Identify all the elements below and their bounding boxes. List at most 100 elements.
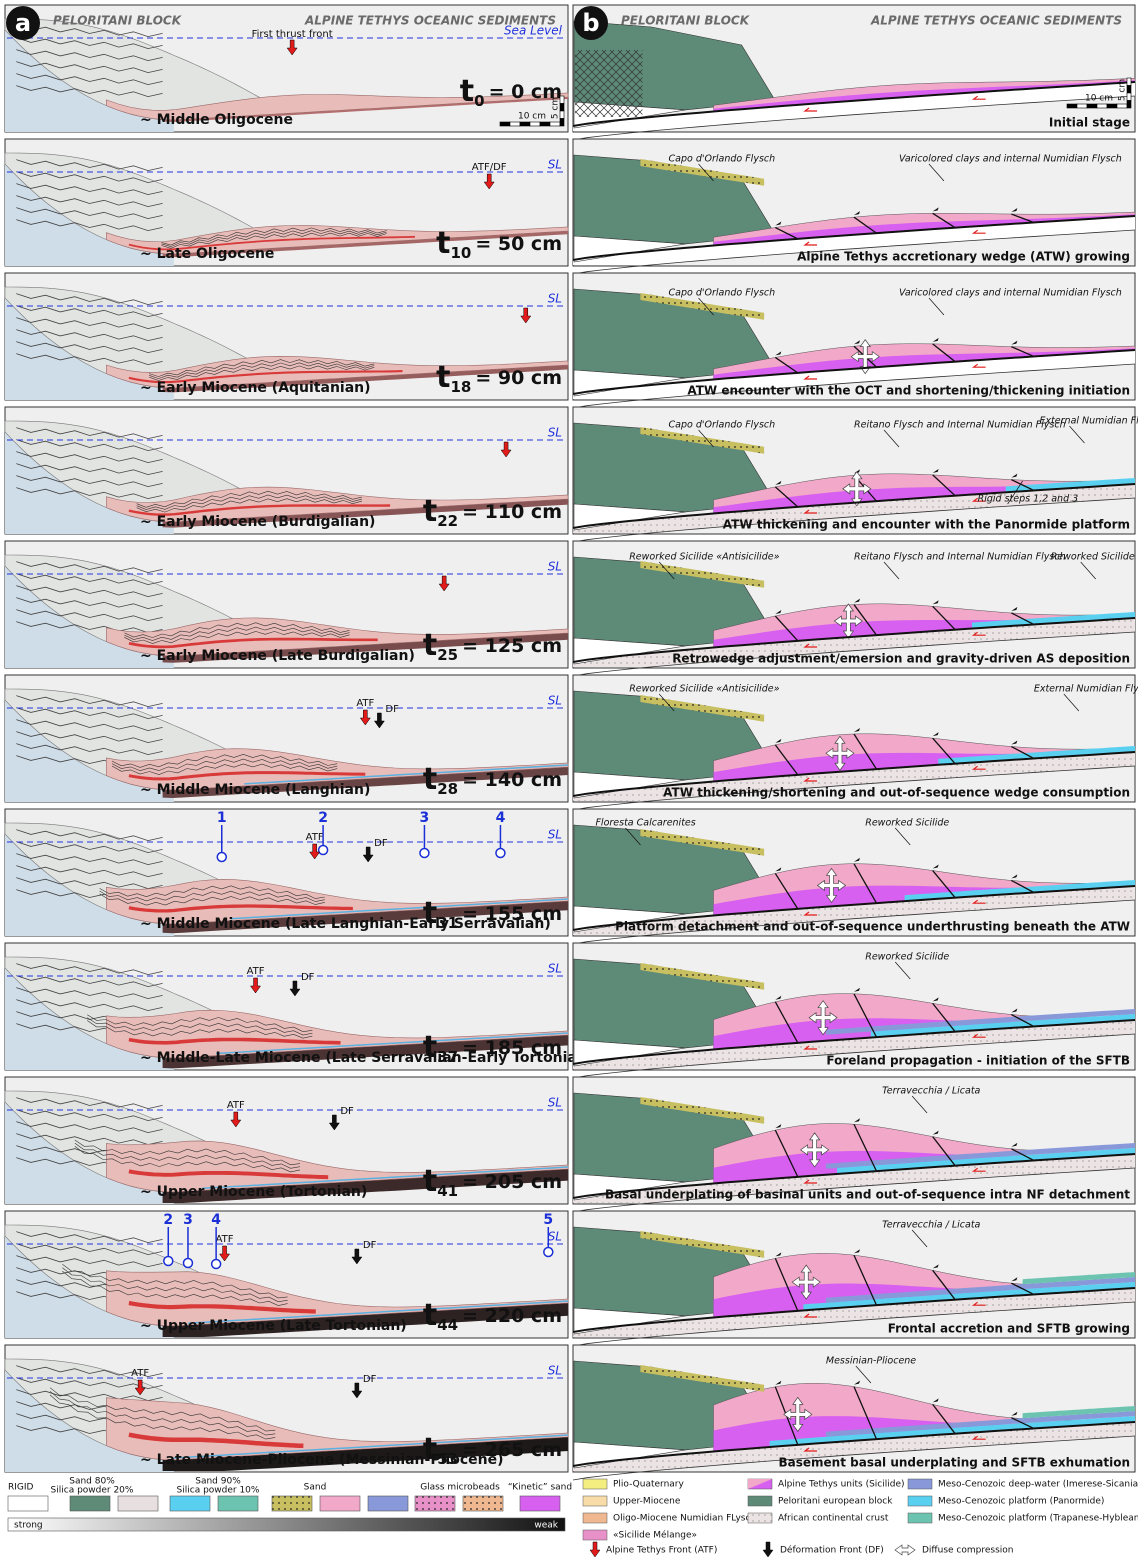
unit-label: Reworked Sicilide «Antisicilide» xyxy=(629,552,779,563)
thrust-arrow xyxy=(775,610,782,615)
unit-label: Reitano Flysch and Internal Numidian Fly… xyxy=(854,420,1066,431)
fabric xyxy=(16,171,163,184)
thrust-arrow xyxy=(775,1380,782,1385)
interpretation-row: Alpine Tethys accretionary wedge (ATW) g… xyxy=(572,138,1136,275)
thrust-arrow xyxy=(1011,874,1018,879)
time-symbol: t xyxy=(436,226,450,261)
slip-arrow xyxy=(803,241,818,246)
thrust-arrow xyxy=(854,1118,860,1123)
atf-arrow xyxy=(134,1379,146,1396)
slip-arrow xyxy=(803,643,818,648)
panel-label: a xyxy=(15,9,31,37)
legend-label: Glass microbeads xyxy=(420,1483,500,1493)
crust xyxy=(573,1020,1135,1069)
thrust xyxy=(1011,1417,1035,1430)
atf-arrow xyxy=(286,39,298,56)
stage-caption: Basement basal underplating and SFTB exh… xyxy=(779,1456,1131,1470)
model-row: SL ~ Upper Miocene (Tortonian) t41 = 205 cm… xyxy=(4,1076,569,1205)
red-layer xyxy=(128,504,391,516)
deep-water xyxy=(825,1009,1135,1035)
stage-time: t44 = 220 cm xyxy=(423,1298,562,1334)
leader-line xyxy=(658,561,675,580)
legend-label: Diffuse compression xyxy=(922,1546,1014,1556)
panel-label: b xyxy=(582,9,599,37)
thrust-arrow xyxy=(932,1398,939,1403)
thrust-fabric xyxy=(111,763,338,775)
swatch xyxy=(117,1495,159,1512)
df-arrow xyxy=(289,980,301,997)
hatched-block xyxy=(575,50,643,117)
basal-layer xyxy=(162,97,568,122)
fabric xyxy=(16,1133,163,1146)
detachment xyxy=(572,215,1136,261)
scale-bar xyxy=(499,121,511,127)
capo-orlando xyxy=(640,1097,765,1124)
sea-level-label: SL xyxy=(548,1096,562,1110)
time-index: 25 xyxy=(437,646,458,664)
slip-arrow xyxy=(803,509,818,514)
thrust xyxy=(853,604,878,636)
legend-label: Silica powder 10% xyxy=(177,1486,260,1496)
time-length: = 205 cm xyxy=(462,1171,562,1193)
well-marker xyxy=(543,1246,554,1258)
legend-label: Plio-Quaternary xyxy=(613,1480,685,1490)
basement xyxy=(5,1370,174,1472)
thrust xyxy=(853,863,878,904)
thrust xyxy=(1011,346,1035,358)
stage-time: t53 = 265 cm xyxy=(423,1432,562,1468)
stage-time: t41 = 205 cm xyxy=(423,1164,562,1200)
fabric xyxy=(16,1109,163,1122)
basal-layer xyxy=(162,231,568,258)
thrust-arrow xyxy=(1011,606,1018,611)
atf-arrow xyxy=(359,709,371,726)
slip-arrow xyxy=(971,899,986,904)
time-length: = 185 cm xyxy=(462,1037,562,1059)
thrust-arrow xyxy=(932,997,939,1002)
capo-orlando xyxy=(640,695,765,722)
platform-layer xyxy=(202,1166,569,1190)
atf-arrow xyxy=(483,173,495,190)
thrust-fabric xyxy=(62,1264,288,1299)
fabric xyxy=(16,707,163,720)
slip-arrow xyxy=(971,1435,986,1440)
swatch xyxy=(519,1495,561,1512)
legend-label: Sand 80% xyxy=(69,1477,115,1487)
sediments xyxy=(106,92,569,121)
sediments xyxy=(106,1140,569,1193)
stage-time: t25 = 125 cm xyxy=(423,628,562,664)
marker-label: DF xyxy=(374,838,388,849)
model-row: SL ~ Late Oligocene t10 = 50 cm ATF/DF xyxy=(4,138,569,267)
well-marker xyxy=(182,1257,194,1269)
scale-bar xyxy=(1086,103,1098,109)
crust xyxy=(573,752,1135,801)
thrust-fabric xyxy=(149,359,375,377)
thrust-arrow xyxy=(932,1130,939,1135)
unit-label: Varicolored clays and internal Numidian … xyxy=(899,288,1122,299)
stage-caption: Platform detachment and out-of-sequence … xyxy=(615,920,1130,934)
time-length: = 140 cm xyxy=(462,769,562,791)
unit-label: Varicolored clays and internal Numidian … xyxy=(899,154,1122,165)
thrust xyxy=(853,1386,878,1440)
time-length: = 0 cm xyxy=(489,81,562,103)
deep-water xyxy=(825,1411,1135,1437)
thrust-fabric xyxy=(87,1014,313,1033)
moho xyxy=(572,1167,1136,1213)
fabric xyxy=(16,439,163,452)
thrust-arrow xyxy=(1011,473,1018,478)
scale-bar xyxy=(559,110,565,119)
basement xyxy=(5,834,174,936)
model-row: SL ~ Late Miocene-Pliocene (Messinian-Pli… xyxy=(4,1344,569,1473)
swatch xyxy=(169,1495,211,1512)
diffuse-compression xyxy=(808,1000,838,1036)
time-index: 22 xyxy=(437,512,458,530)
legend-swatch xyxy=(747,1495,773,1507)
crust xyxy=(573,484,1135,533)
swatch xyxy=(367,1495,409,1512)
swatch xyxy=(462,1495,504,1512)
detachment xyxy=(572,483,1136,529)
fabric xyxy=(16,731,163,744)
swatch xyxy=(319,1495,361,1512)
basal-layer xyxy=(162,901,568,934)
basal-layer xyxy=(162,365,568,393)
detachment xyxy=(572,349,1136,395)
